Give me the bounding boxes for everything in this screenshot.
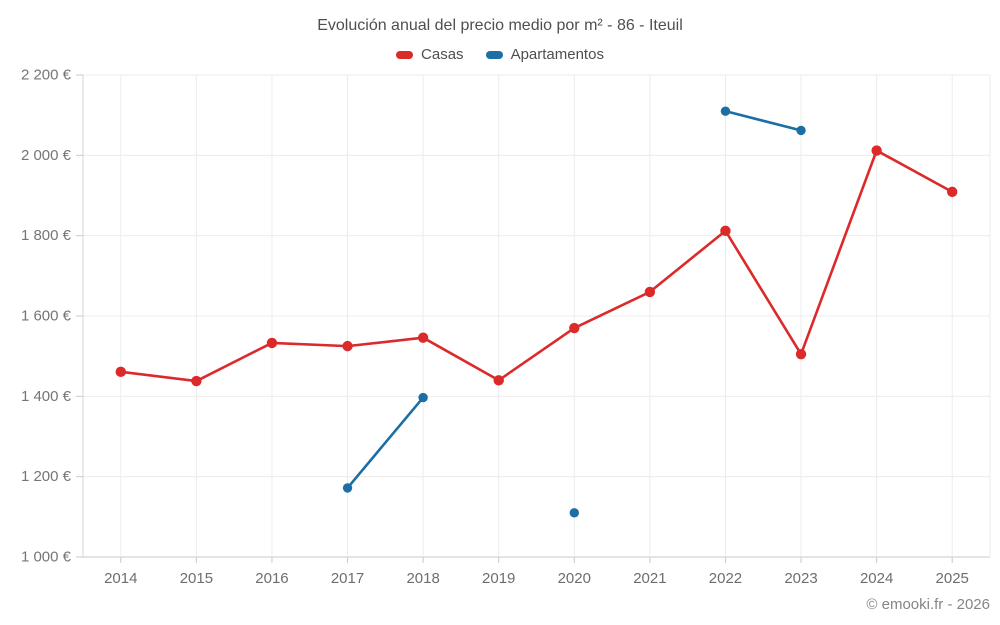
y-tick-label: 1 800 € bbox=[21, 227, 72, 244]
chart-legend: Casas Apartamentos bbox=[0, 46, 1000, 63]
casas-point-2016[interactable] bbox=[266, 337, 278, 349]
casas-point-2023[interactable] bbox=[795, 348, 807, 360]
apartamentos-point-2023[interactable] bbox=[796, 125, 806, 136]
x-tick-label: 2016 bbox=[255, 570, 288, 587]
apartamentos-line bbox=[346, 396, 425, 490]
x-tick-label: 2024 bbox=[860, 570, 893, 587]
legend-item-apartamentos[interactable]: Apartamentos bbox=[485, 46, 604, 63]
casas-line bbox=[119, 149, 954, 383]
apartamentos-line bbox=[724, 109, 803, 132]
casas-point-2022[interactable] bbox=[720, 225, 731, 237]
apartamentos-point-2022[interactable] bbox=[720, 106, 731, 116]
x-tick-label: 2025 bbox=[936, 570, 969, 587]
y-tick-label: 1 400 € bbox=[21, 388, 72, 405]
y-tick-label: 1 600 € bbox=[21, 308, 72, 325]
apartamentos-point-2020[interactable] bbox=[569, 508, 579, 518]
legend-item-casas[interactable]: Casas bbox=[396, 46, 464, 63]
x-tick-label: 2021 bbox=[633, 570, 666, 587]
x-tick-label: 2017 bbox=[331, 570, 364, 587]
x-tick-label: 2019 bbox=[482, 570, 515, 587]
x-tick-label: 2022 bbox=[709, 570, 742, 587]
casas-point-2024[interactable] bbox=[871, 145, 882, 156]
casas-point-2015[interactable] bbox=[191, 375, 202, 387]
x-tick-label: 2014 bbox=[104, 570, 137, 587]
y-tick-label: 1 000 € bbox=[21, 549, 72, 566]
casas-point-2020[interactable] bbox=[569, 322, 580, 334]
casas-point-2025[interactable] bbox=[947, 186, 958, 198]
apartamentos-legend-swatch-icon bbox=[485, 50, 503, 59]
apartamentos-point-2017[interactable] bbox=[342, 483, 353, 493]
casas-series bbox=[115, 145, 958, 387]
x-tick-label: 2023 bbox=[784, 570, 817, 587]
y-tick-label: 2 200 € bbox=[21, 67, 72, 84]
apartamentos-point-2018[interactable] bbox=[418, 392, 428, 403]
casas-point-2019[interactable] bbox=[493, 375, 504, 386]
y-tick-label: 1 200 € bbox=[21, 468, 72, 485]
casas-point-2017[interactable] bbox=[342, 340, 353, 352]
casas-point-2018[interactable] bbox=[417, 332, 429, 343]
casas-point-2021[interactable] bbox=[644, 286, 656, 298]
x-tick-label: 2015 bbox=[180, 570, 213, 587]
casas-legend-label: Casas bbox=[421, 46, 464, 63]
watermark: © emooki.fr - 2026 bbox=[866, 596, 990, 613]
x-tick-label: 2018 bbox=[406, 570, 439, 587]
casas-point-2014[interactable] bbox=[115, 366, 126, 378]
chart-title: Evolución anual del precio medio por m² … bbox=[317, 17, 683, 34]
apartamentos-legend-label: Apartamentos bbox=[510, 46, 604, 63]
casas-legend-swatch-icon bbox=[396, 50, 414, 59]
apartamentos-series bbox=[342, 106, 806, 518]
y-tick-label: 2 000 € bbox=[21, 147, 72, 164]
x-tick-label: 2020 bbox=[558, 570, 591, 587]
